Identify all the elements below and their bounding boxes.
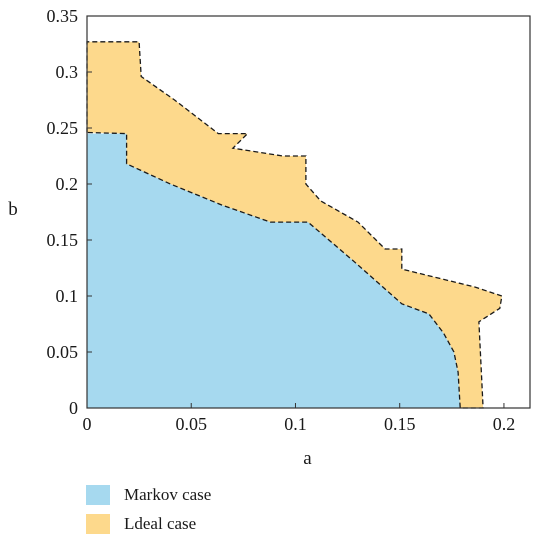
y-tick-label: 0.2 [56, 174, 79, 194]
x-tick-label: 0 [83, 414, 92, 434]
legend-label: Ldeal case [124, 514, 196, 533]
y-axis-label: b [8, 199, 18, 220]
plot-area [86, 41, 503, 409]
y-tick-label: 0.1 [56, 286, 79, 306]
plot-frame [86, 15, 531, 409]
series-region-1 [87, 133, 461, 408]
y-tick-label: 0.05 [47, 342, 79, 362]
x-tick-label: 0.1 [284, 414, 307, 434]
y-tick-label: 0 [69, 398, 78, 418]
y-tick-label: 0.15 [47, 230, 79, 250]
x-tick-label: 0.05 [175, 414, 207, 434]
y-tick-label: 0.3 [56, 62, 79, 82]
x-axis-label: a [303, 448, 312, 469]
series-region-2 [86, 41, 503, 409]
x-tick-label: 0.15 [384, 414, 416, 434]
x-tick-label: 0.2 [493, 414, 516, 434]
y-tick-label: 0.25 [47, 118, 79, 138]
legend-swatch [86, 485, 110, 505]
axes [86, 15, 531, 409]
tick-group: 0 0.05 0.1 0.15 0.2 0 0.05 0.1 0.15 0.2 0.25 0.3 0.3… [47, 6, 516, 434]
legend-swatch [86, 514, 110, 534]
legend: Markov case Ldeal case [86, 485, 211, 534]
y-tick-label: 0.35 [47, 6, 79, 26]
legend-label: Markov case [124, 485, 211, 504]
